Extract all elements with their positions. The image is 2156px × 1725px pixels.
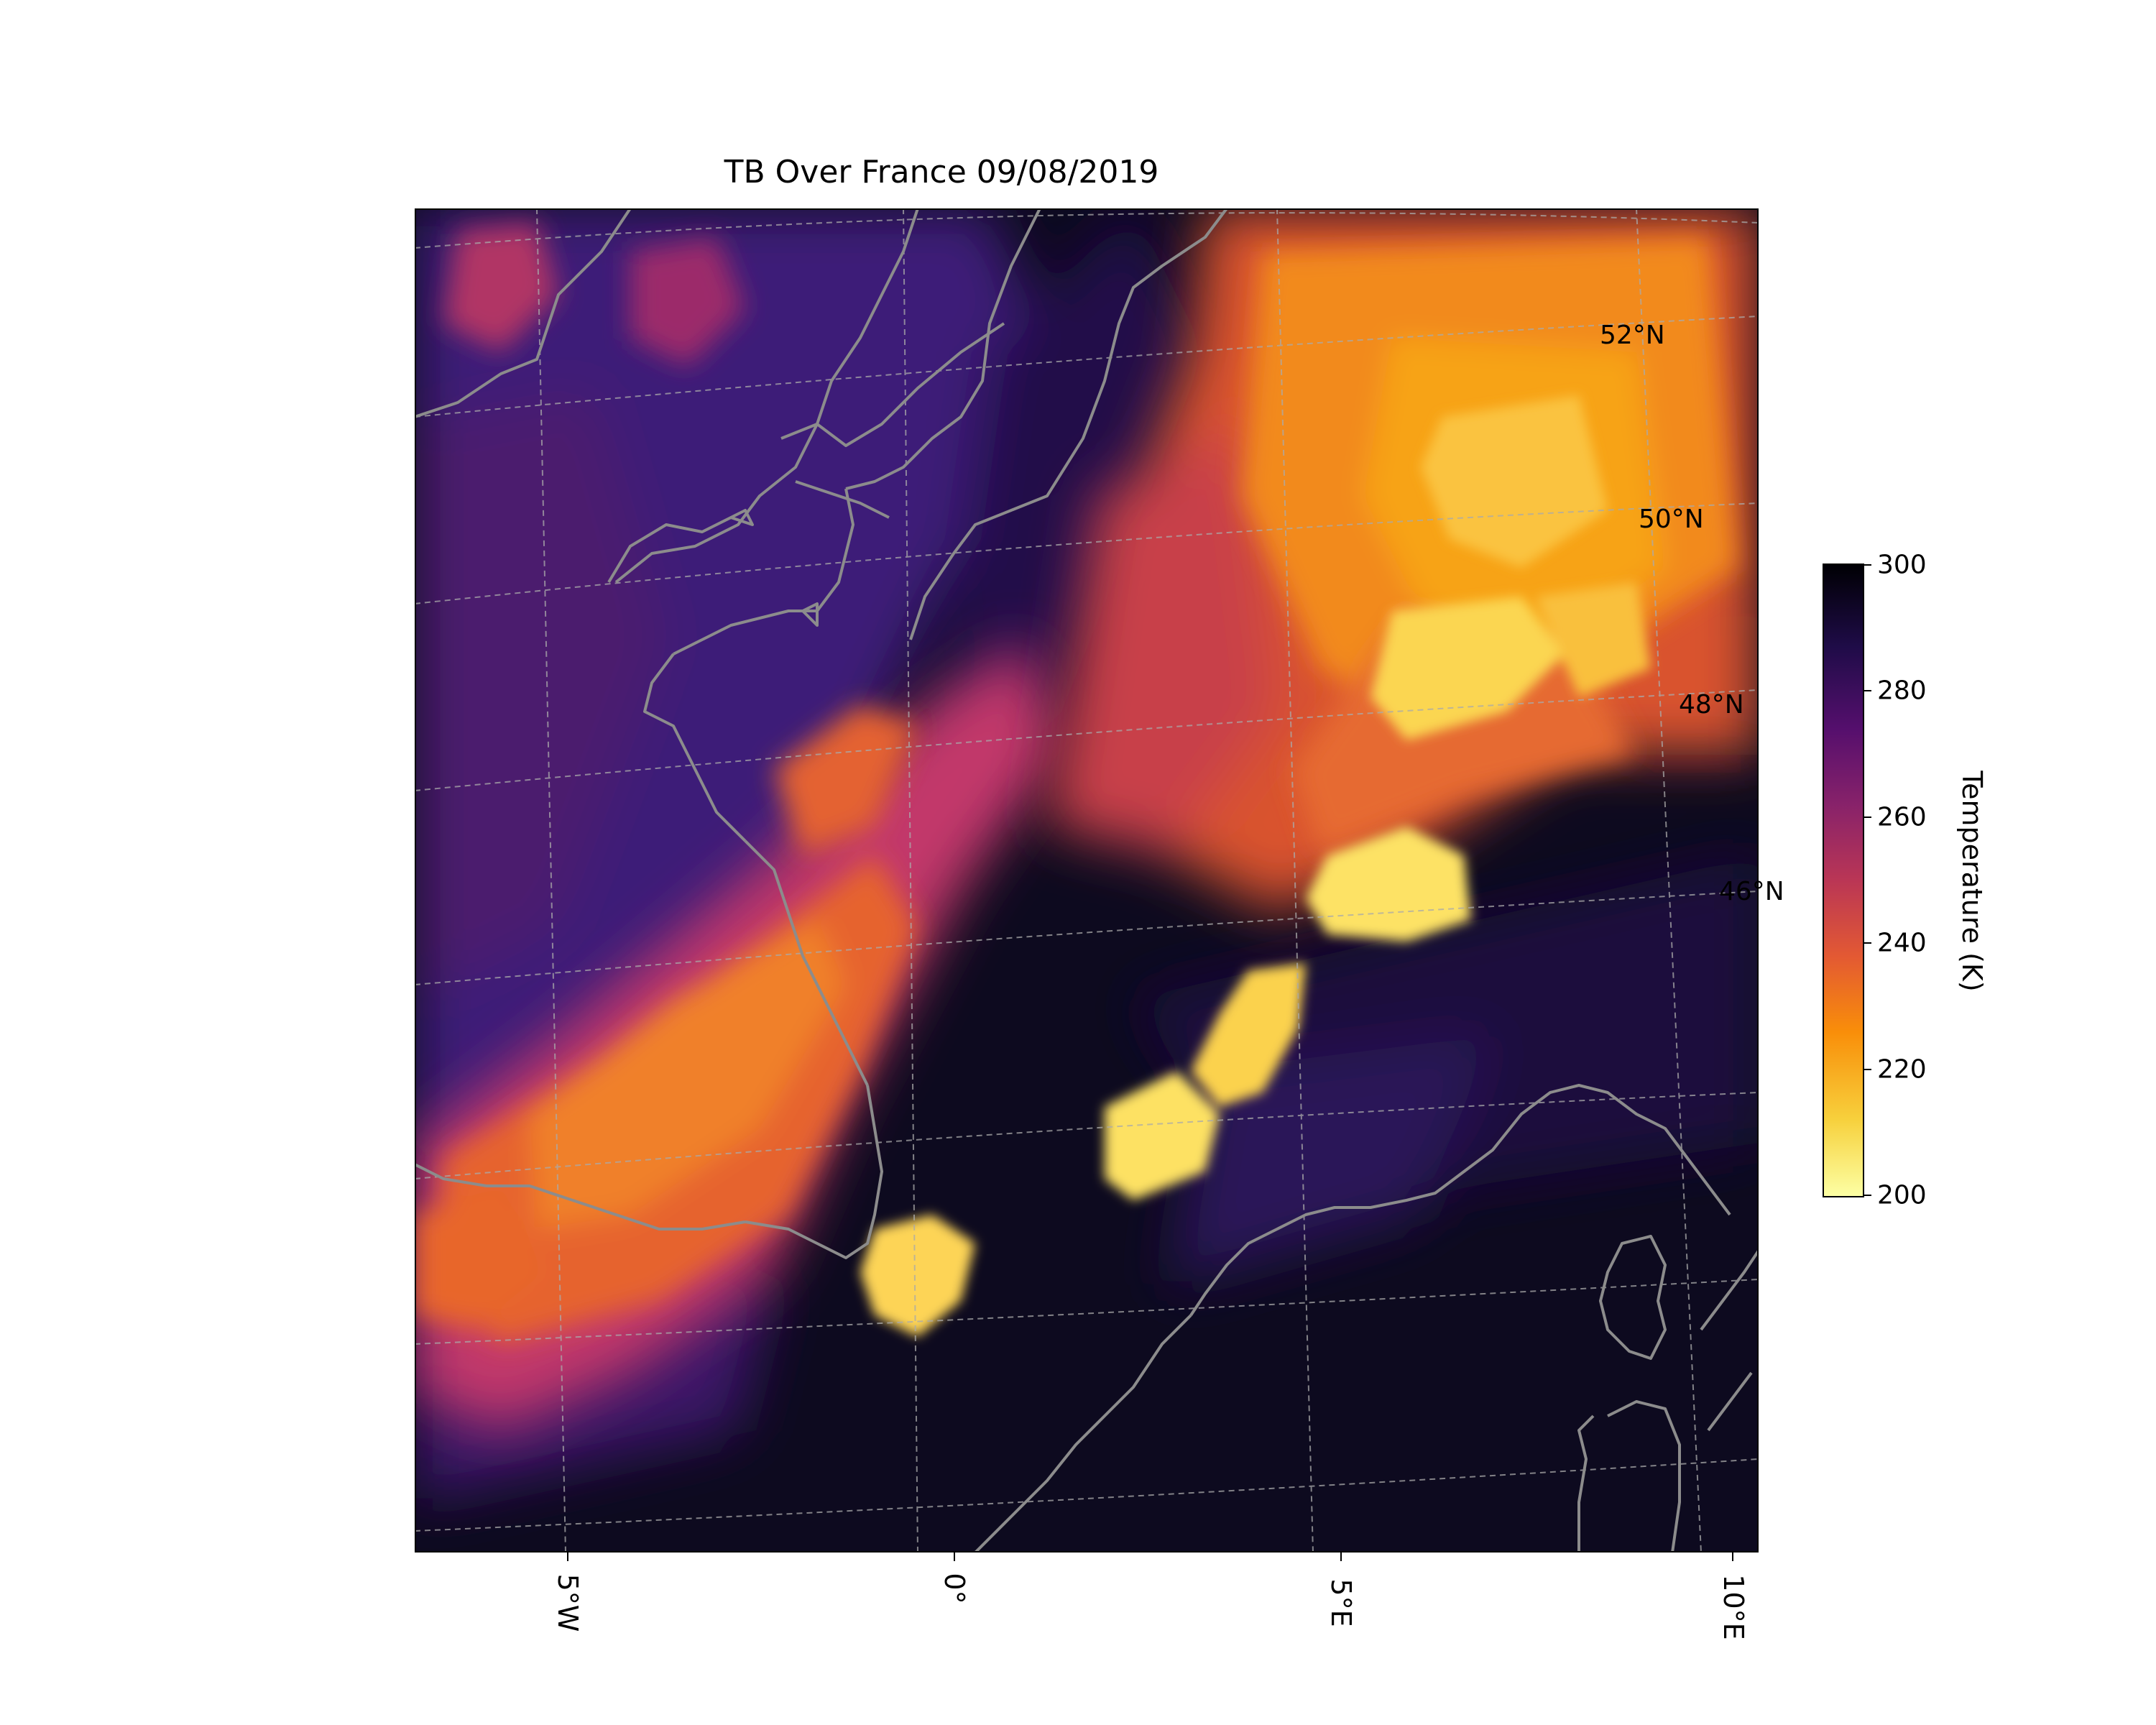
colorbar-unit-label: Temperature (K) <box>1956 770 1988 992</box>
temperature-colorbar <box>1823 564 1864 1197</box>
lon-tick-0 <box>954 1552 955 1561</box>
lon-tick-5e <box>1340 1552 1342 1561</box>
lon-tick-10e <box>1732 1552 1733 1561</box>
lat-label-52n: 52°N <box>1600 321 1665 350</box>
colorbar-label-200: 200 <box>1877 1180 1927 1210</box>
lat-label-50n: 50°N <box>1639 505 1704 534</box>
coastlines <box>415 208 1759 1552</box>
colorbar-tick <box>1863 1195 1871 1196</box>
colorbar-tick <box>1863 690 1871 691</box>
lon-label-5e: 5°E <box>1325 1578 1357 1627</box>
colorbar-tick <box>1863 564 1871 566</box>
lon-label-10e: 10°E <box>1718 1574 1749 1640</box>
colorbar-label-240: 240 <box>1877 928 1927 958</box>
map-title: TB Over France 09/08/2019 <box>724 154 1159 190</box>
map-gridlines <box>415 208 1759 1552</box>
lon-label-0: 0° <box>939 1573 970 1604</box>
colorbar-label-300: 300 <box>1877 550 1927 580</box>
lon-label-5w: 5°W <box>552 1573 584 1632</box>
lon-tick-5w <box>567 1552 568 1561</box>
colorbar-label-260: 260 <box>1877 802 1927 832</box>
satellite-map[interactable] <box>415 208 1759 1552</box>
colorbar-label-220: 220 <box>1877 1054 1927 1085</box>
colorbar-tick <box>1863 1069 1871 1070</box>
colorbar-tick <box>1863 816 1871 818</box>
lat-label-48n: 48°N <box>1679 690 1744 719</box>
colorbar-tick <box>1863 942 1871 944</box>
lat-label-46n: 46°N <box>1719 877 1784 906</box>
colorbar-label-280: 280 <box>1877 676 1927 706</box>
